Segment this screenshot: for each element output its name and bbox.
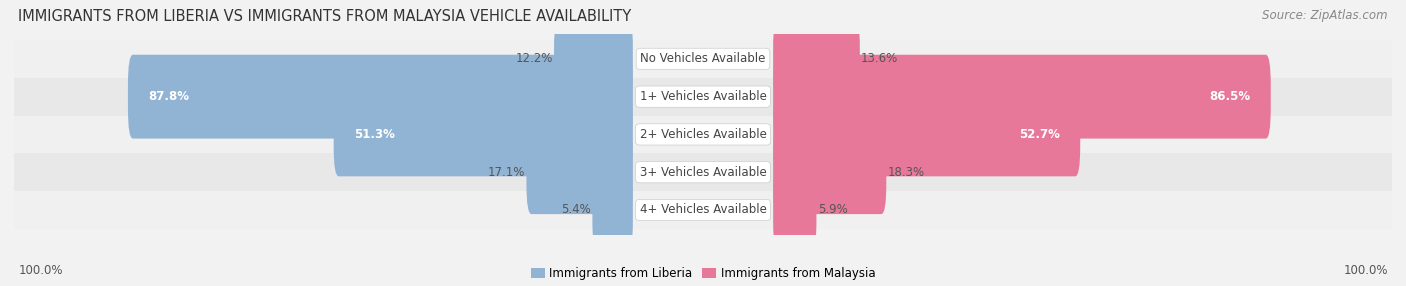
Text: 100.0%: 100.0% xyxy=(1343,265,1388,277)
Text: 13.6%: 13.6% xyxy=(860,52,898,65)
Text: 5.4%: 5.4% xyxy=(561,203,591,217)
Text: 87.8%: 87.8% xyxy=(149,90,190,103)
Text: Source: ZipAtlas.com: Source: ZipAtlas.com xyxy=(1263,9,1388,21)
Text: 2+ Vehicles Available: 2+ Vehicles Available xyxy=(640,128,766,141)
FancyBboxPatch shape xyxy=(554,17,633,101)
FancyBboxPatch shape xyxy=(773,55,1271,139)
FancyBboxPatch shape xyxy=(333,92,633,176)
Text: 4+ Vehicles Available: 4+ Vehicles Available xyxy=(640,203,766,217)
FancyBboxPatch shape xyxy=(773,168,817,252)
Bar xyxy=(14,40,1392,78)
Text: 5.9%: 5.9% xyxy=(818,203,848,217)
Bar xyxy=(14,153,1392,191)
Text: 100.0%: 100.0% xyxy=(18,265,63,277)
Text: 51.3%: 51.3% xyxy=(354,128,395,141)
Text: No Vehicles Available: No Vehicles Available xyxy=(640,52,766,65)
FancyBboxPatch shape xyxy=(128,55,633,139)
Text: 52.7%: 52.7% xyxy=(1019,128,1060,141)
FancyBboxPatch shape xyxy=(773,130,886,214)
Legend: Immigrants from Liberia, Immigrants from Malaysia: Immigrants from Liberia, Immigrants from… xyxy=(530,267,876,280)
Text: 3+ Vehicles Available: 3+ Vehicles Available xyxy=(640,166,766,179)
Text: 86.5%: 86.5% xyxy=(1209,90,1250,103)
Text: 1+ Vehicles Available: 1+ Vehicles Available xyxy=(640,90,766,103)
Text: 17.1%: 17.1% xyxy=(488,166,526,179)
Text: 18.3%: 18.3% xyxy=(887,166,925,179)
Bar xyxy=(14,78,1392,116)
Text: 12.2%: 12.2% xyxy=(516,52,553,65)
FancyBboxPatch shape xyxy=(773,17,860,101)
FancyBboxPatch shape xyxy=(526,130,633,214)
FancyBboxPatch shape xyxy=(592,168,633,252)
Text: IMMIGRANTS FROM LIBERIA VS IMMIGRANTS FROM MALAYSIA VEHICLE AVAILABILITY: IMMIGRANTS FROM LIBERIA VS IMMIGRANTS FR… xyxy=(18,9,631,23)
Bar xyxy=(14,116,1392,153)
Bar xyxy=(14,191,1392,229)
FancyBboxPatch shape xyxy=(773,92,1080,176)
